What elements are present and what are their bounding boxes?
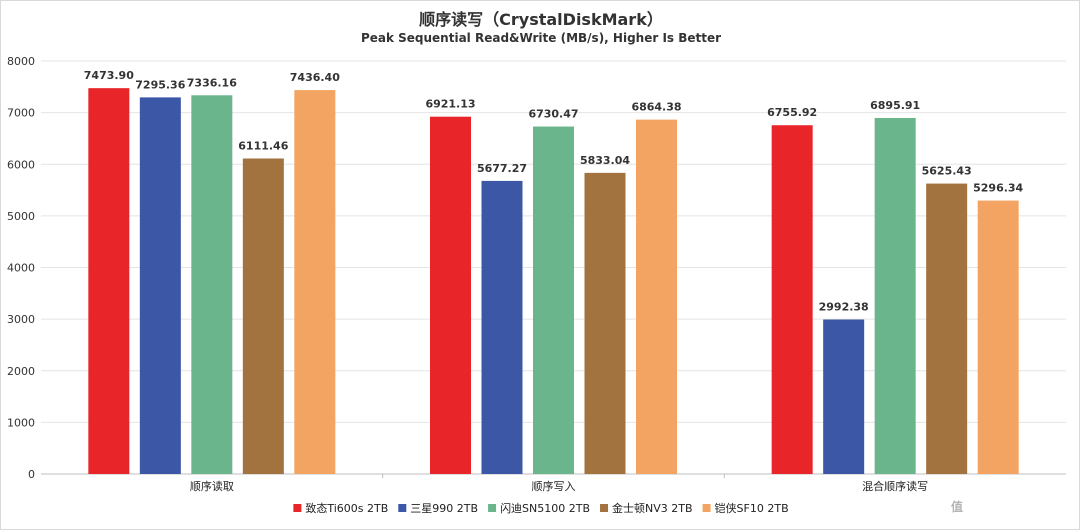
chart-title: 顺序读写（CrystalDiskMark）: [419, 10, 663, 29]
legend-label: 三星990 2TB: [410, 502, 478, 515]
y-tick-label: 0: [28, 468, 35, 481]
bars: [88, 88, 1019, 475]
smzdm-logo-icon: [948, 496, 968, 516]
y-tick-label: 2000: [7, 365, 35, 378]
data-label: 6864.38: [631, 101, 681, 114]
bar: [191, 95, 233, 474]
legend-item[interactable]: 金士顿NV3 2TB: [600, 501, 693, 515]
data-label: 5296.34: [973, 182, 1023, 195]
legend-item[interactable]: 致态Ti600s 2TB: [293, 501, 388, 515]
data-label: 5625.43: [922, 165, 972, 178]
legend-swatch: [702, 504, 711, 512]
y-tick-label: 7000: [7, 107, 35, 120]
data-label: 6730.47: [528, 108, 578, 121]
data-label: 5677.27: [477, 162, 527, 175]
y-tick-label: 8000: [7, 55, 35, 68]
chart-subtitle: Peak Sequential Read&Write (MB/s), Highe…: [361, 31, 721, 45]
data-label: 7436.40: [290, 71, 340, 84]
x-category-label: 混合顺序读写: [862, 479, 928, 493]
bar: [242, 158, 284, 474]
y-tick-label: 4000: [7, 262, 35, 275]
legend-swatch: [488, 504, 497, 512]
bar: [139, 97, 181, 474]
watermark-text: 什么值得买: [976, 497, 1051, 515]
legend-label: 金士顿NV3 2TB: [612, 501, 693, 515]
data-label: 6755.92: [767, 106, 817, 119]
svg-text:值: 值: [951, 499, 963, 514]
bar: [874, 117, 916, 474]
legend-item[interactable]: 闪迪SN5100 2TB: [488, 501, 590, 515]
data-label: 2992.38: [819, 301, 869, 314]
data-label: 7295.36: [135, 78, 185, 91]
legend-label: 致态Ti600s 2TB: [305, 501, 388, 515]
bar: [430, 116, 471, 475]
data-label: 7336.16: [187, 76, 237, 89]
bar: [481, 180, 523, 474]
bar: [636, 119, 677, 475]
legend-label: 铠侠SF10 2TB: [715, 501, 789, 515]
bar: [926, 183, 968, 475]
data-label: 5833.04: [580, 154, 630, 167]
legend-label: 闪迪SN5100 2TB: [500, 501, 590, 515]
bar: [88, 88, 130, 474]
y-tick-label: 1000: [7, 416, 35, 429]
y-tick-label: 6000: [7, 158, 35, 171]
data-label: 6895.91: [870, 99, 920, 112]
legend-swatch: [600, 504, 609, 512]
bar: [977, 200, 1019, 474]
legend-swatch: [293, 504, 302, 512]
data-label: 7473.90: [84, 69, 134, 82]
y-axis: 0 1000 2000 3000 4000 5000 6000 7000 8000: [7, 55, 35, 481]
bar: [533, 126, 574, 474]
data-label: 6921.13: [425, 98, 475, 111]
data-label: 6111.46: [238, 139, 288, 152]
legend: 致态Ti600s 2TB 三星990 2TB 闪迪SN5100 2TB 金士顿NV3 …: [293, 501, 789, 515]
x-axis: 顺序读取 顺序写入 混合顺序读写: [190, 474, 928, 493]
legend-item[interactable]: 铠侠SF10 2TB: [702, 501, 789, 515]
y-tick-label: 5000: [7, 210, 35, 223]
bar: [584, 172, 626, 474]
x-category-label: 顺序读取: [190, 479, 234, 493]
bar: [771, 125, 813, 474]
x-category-label: 顺序写入: [532, 479, 576, 493]
legend-item[interactable]: 三星990 2TB: [398, 502, 478, 515]
bar: [294, 90, 336, 474]
y-tick-label: 3000: [7, 313, 35, 326]
watermark: 值 什么值得买: [948, 496, 1051, 516]
legend-swatch: [398, 504, 407, 512]
bar: [823, 319, 865, 474]
